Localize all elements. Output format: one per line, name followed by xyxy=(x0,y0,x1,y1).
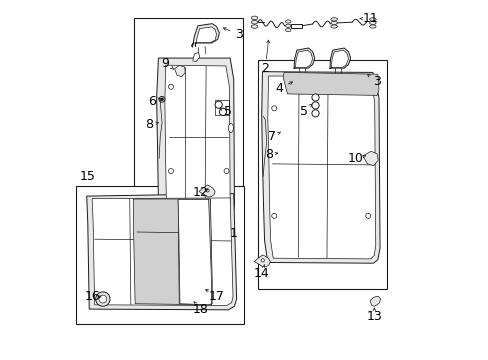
Text: 13: 13 xyxy=(366,310,382,324)
Text: 8: 8 xyxy=(264,148,273,161)
Polygon shape xyxy=(164,65,230,213)
Text: 15: 15 xyxy=(80,170,95,183)
Ellipse shape xyxy=(251,21,257,24)
Circle shape xyxy=(159,96,164,102)
Polygon shape xyxy=(92,198,233,306)
Circle shape xyxy=(215,101,222,108)
Circle shape xyxy=(219,108,226,116)
Text: 5: 5 xyxy=(299,105,307,118)
Ellipse shape xyxy=(228,123,233,132)
Circle shape xyxy=(168,168,173,174)
Circle shape xyxy=(311,102,319,109)
Circle shape xyxy=(168,84,173,89)
Circle shape xyxy=(205,189,209,192)
Circle shape xyxy=(224,168,228,174)
Circle shape xyxy=(96,292,110,306)
Text: 8: 8 xyxy=(145,118,153,131)
Ellipse shape xyxy=(369,21,375,24)
Ellipse shape xyxy=(285,20,290,23)
Text: 14: 14 xyxy=(253,267,269,280)
Polygon shape xyxy=(254,255,270,267)
Polygon shape xyxy=(257,60,386,289)
Text: 1: 1 xyxy=(229,227,237,240)
Polygon shape xyxy=(267,76,375,259)
Text: 3: 3 xyxy=(235,28,243,41)
Circle shape xyxy=(365,213,370,219)
Text: 4: 4 xyxy=(275,82,283,95)
Text: 18: 18 xyxy=(192,303,208,316)
Text: 3: 3 xyxy=(372,75,380,88)
Polygon shape xyxy=(369,296,380,306)
Polygon shape xyxy=(295,50,312,68)
Ellipse shape xyxy=(285,28,290,32)
Circle shape xyxy=(311,110,319,117)
Polygon shape xyxy=(178,199,211,305)
Ellipse shape xyxy=(251,16,257,20)
Circle shape xyxy=(99,295,106,303)
Polygon shape xyxy=(174,65,185,77)
Polygon shape xyxy=(261,72,379,263)
Polygon shape xyxy=(191,24,219,47)
Polygon shape xyxy=(156,58,234,220)
Ellipse shape xyxy=(330,25,337,28)
Polygon shape xyxy=(86,194,236,310)
Polygon shape xyxy=(76,186,244,324)
Ellipse shape xyxy=(330,21,337,24)
Text: 10: 10 xyxy=(347,152,363,165)
Text: 16: 16 xyxy=(84,290,100,303)
Text: 9: 9 xyxy=(162,57,169,70)
Polygon shape xyxy=(329,48,350,69)
Polygon shape xyxy=(199,185,215,197)
Circle shape xyxy=(271,106,276,111)
Circle shape xyxy=(261,259,264,262)
Polygon shape xyxy=(293,48,314,69)
Ellipse shape xyxy=(369,25,375,28)
Text: 7: 7 xyxy=(267,130,275,144)
Text: 11: 11 xyxy=(362,12,378,25)
Ellipse shape xyxy=(285,24,290,27)
Circle shape xyxy=(311,94,319,101)
Polygon shape xyxy=(330,50,348,68)
Text: 5: 5 xyxy=(223,105,231,118)
Text: 17: 17 xyxy=(208,290,224,303)
Polygon shape xyxy=(134,18,243,235)
Polygon shape xyxy=(192,53,199,62)
Ellipse shape xyxy=(369,18,375,21)
Ellipse shape xyxy=(330,18,337,21)
Text: 6: 6 xyxy=(148,95,156,108)
Polygon shape xyxy=(283,72,378,95)
Polygon shape xyxy=(133,199,212,305)
Polygon shape xyxy=(195,27,216,46)
Text: 2: 2 xyxy=(261,62,269,75)
Ellipse shape xyxy=(251,25,257,28)
Circle shape xyxy=(271,213,276,219)
Circle shape xyxy=(160,98,163,101)
Polygon shape xyxy=(290,24,301,28)
Text: 12: 12 xyxy=(192,186,208,199)
Polygon shape xyxy=(362,151,378,166)
